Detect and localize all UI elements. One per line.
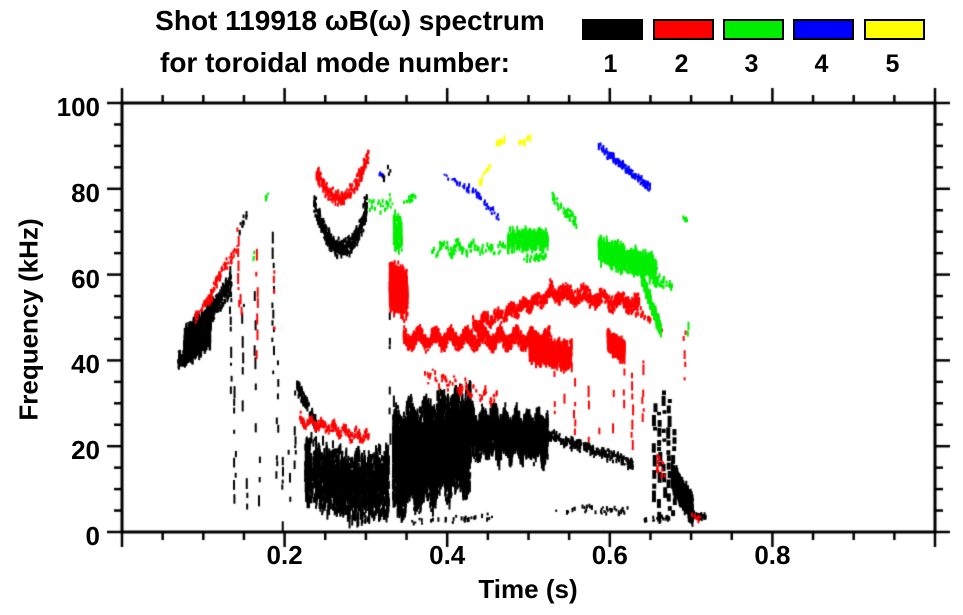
x-tick-label: 0.4 bbox=[429, 540, 466, 570]
legend-label-mode-1: 1 bbox=[603, 50, 618, 78]
legend-label-mode-5: 5 bbox=[885, 50, 900, 78]
legend-label-mode-4: 4 bbox=[814, 50, 829, 78]
y-tick-label: 40 bbox=[71, 349, 100, 380]
y-tick-label: 0 bbox=[85, 521, 100, 551]
x-tick-label: 0.8 bbox=[754, 540, 791, 570]
legend-swatch-mode-1 bbox=[582, 19, 643, 40]
x-axis-title: Time (s) bbox=[478, 574, 578, 604]
legend-swatch-mode-3 bbox=[723, 19, 784, 40]
y-axis-title: Frequency (kHz) bbox=[13, 218, 44, 421]
legend-label-mode-3: 3 bbox=[744, 50, 759, 78]
legend-swatch-mode-5 bbox=[864, 19, 925, 40]
chart-title-line2: for toroidal mode number: bbox=[160, 47, 510, 78]
y-tick-label: 60 bbox=[71, 263, 100, 294]
legend-label-mode-2: 2 bbox=[674, 50, 689, 78]
y-tick-label: 80 bbox=[71, 177, 100, 208]
legend-swatch-mode-4 bbox=[793, 19, 854, 40]
legend-swatch-mode-2 bbox=[653, 19, 714, 40]
y-tick-label: 20 bbox=[71, 435, 100, 466]
x-tick-label: 0.2 bbox=[266, 540, 303, 570]
x-tick-label: 0.6 bbox=[591, 540, 628, 570]
chart-title-line1: Shot 119918 ωB(ω) spectrum bbox=[155, 5, 545, 36]
y-tick-label: 100 bbox=[56, 92, 100, 122]
